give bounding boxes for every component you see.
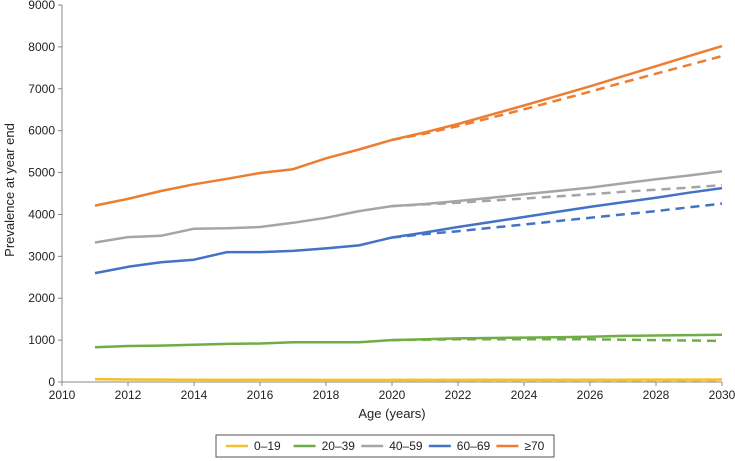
series-layer [94, 44, 723, 382]
legend: 0–19 20–39 40–59 60–69 ≥70 [215, 434, 555, 458]
x-tick-label: 2028 [643, 388, 670, 402]
x-tick-label: 2012 [115, 388, 142, 402]
series-3-line [94, 170, 723, 244]
x-tick-label: 2022 [445, 388, 472, 402]
y-axis-title: Prevalence at year end [2, 123, 17, 257]
series-3-projection-line [391, 183, 723, 208]
y-tick-label: 2000 [28, 291, 55, 305]
x-tick-label: 2018 [313, 388, 340, 402]
x-axis-title: Age (years) [358, 406, 425, 421]
series-1-line [94, 377, 723, 382]
legend-label: 40–59 [389, 439, 423, 453]
y-tick-label: 6000 [28, 124, 55, 138]
series-4-line [94, 186, 723, 275]
x-tick-label: 2026 [577, 388, 604, 402]
x-tick-label: 2016 [247, 388, 274, 402]
y-tick-label: 8000 [28, 40, 55, 54]
y-tick-label: 5000 [28, 166, 55, 180]
series-2-line [94, 333, 723, 349]
y-tick-label: 9000 [28, 0, 55, 12]
y-tick-label: 7000 [28, 82, 55, 96]
axes: 0 1000 2000 3000 4000 5000 6000 7000 8000 9000 201… [28, 0, 735, 402]
legend-label: ≥70 [524, 439, 544, 453]
legend-label: 60–69 [457, 439, 491, 453]
x-tick-label: 2010 [49, 388, 76, 402]
x-tick-label: 2020 [379, 388, 406, 402]
x-tick-label: 2024 [511, 388, 538, 402]
series-2-projection-line [391, 338, 723, 343]
legend-label: 0–19 [254, 439, 281, 453]
series-4-projection-line [391, 202, 723, 239]
legend-label: 20–39 [322, 439, 356, 453]
y-tick-label: 4000 [28, 207, 55, 221]
x-tick-label: 2030 [709, 388, 735, 402]
y-tick-label: 0 [48, 375, 55, 389]
y-tick-label: 3000 [28, 249, 55, 263]
x-tick-label: 2014 [181, 388, 208, 402]
legend-box [215, 434, 555, 458]
series-5-projection-line [391, 54, 723, 142]
y-tick-label: 1000 [28, 333, 55, 347]
series-5-line [94, 44, 723, 207]
